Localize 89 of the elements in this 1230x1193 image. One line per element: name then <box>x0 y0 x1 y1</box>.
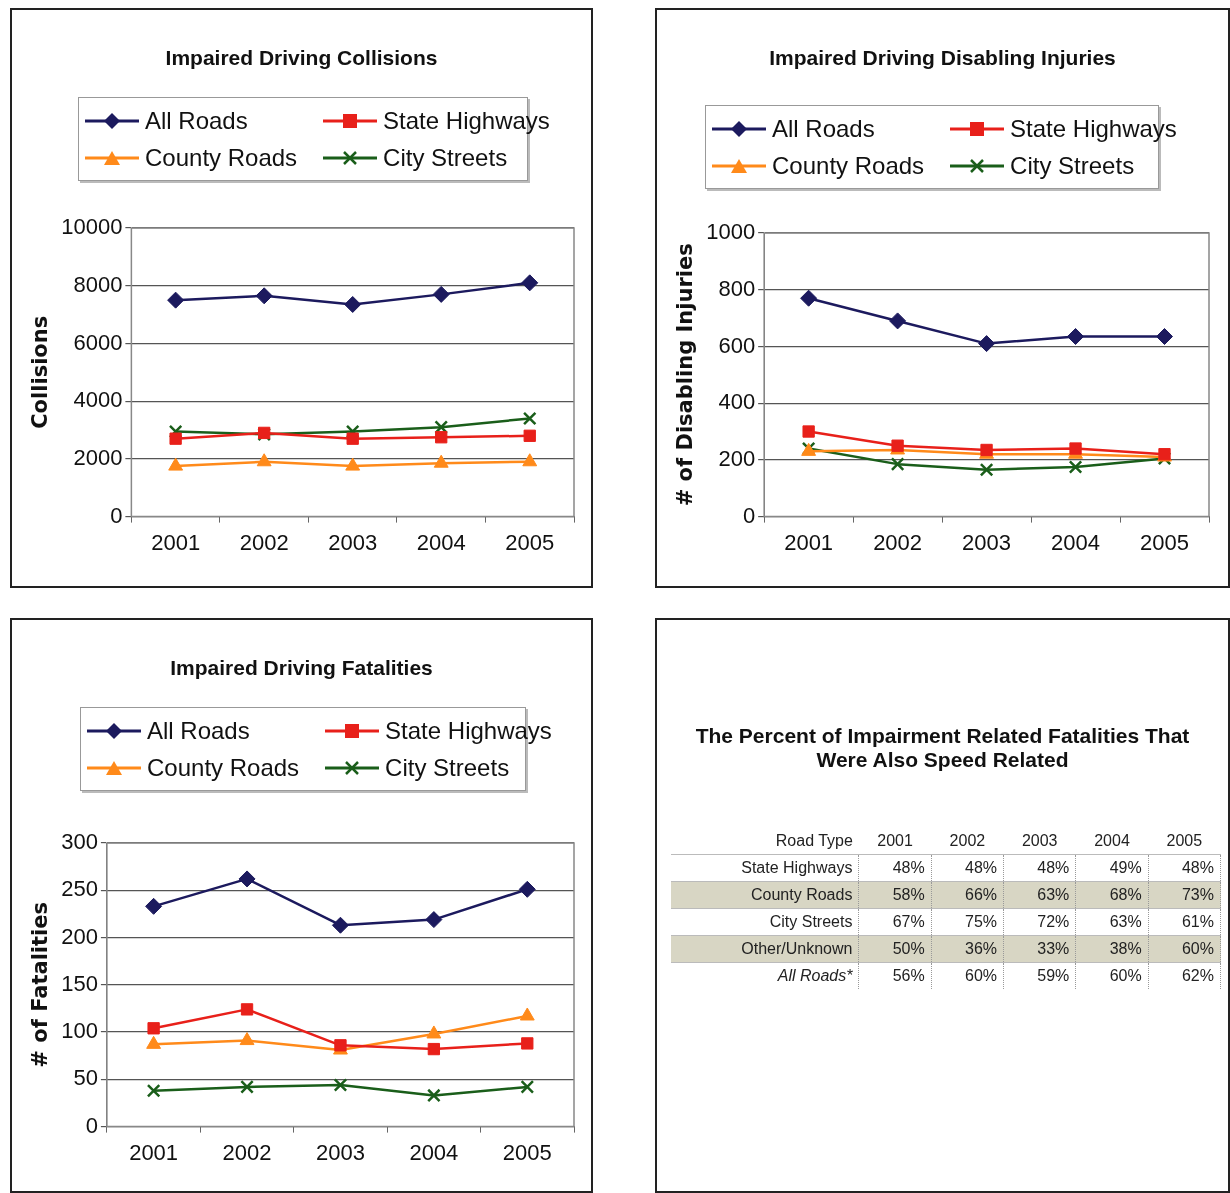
legend-label: State Highways <box>383 106 550 135</box>
y-tick-label: 8000 <box>73 271 123 297</box>
data-label: 62% <box>1148 962 1221 989</box>
data-label: 63% <box>1003 881 1076 909</box>
y-tick-label: 0 <box>85 1112 98 1138</box>
data-label: 58% <box>858 881 932 909</box>
legend-label: All Roads <box>147 716 250 745</box>
legend-label: All Roads <box>145 106 248 135</box>
data-label: 60% <box>931 962 1004 989</box>
x-tick-label: 2004 <box>1093 831 1131 851</box>
data-label: 50% <box>858 935 932 963</box>
data-label: 59% <box>1003 962 1076 989</box>
y-tick-label: 50 <box>73 1065 98 1091</box>
chart-title: The Percent of Impairment Related Fatalities That Were Also Speed Related <box>694 724 1191 772</box>
x-tick-label: 2005 <box>502 1139 552 1165</box>
y-tick-label: 200 <box>718 445 756 471</box>
data-label: 60% <box>1075 962 1149 989</box>
data-label: 73% <box>1148 881 1221 909</box>
legend-label: State Highways <box>1010 114 1177 143</box>
x-tick-label: 2001 <box>876 831 914 851</box>
y-axis-title: # of Fatalities <box>28 901 53 1068</box>
x-tick-label: 2004 <box>1051 529 1101 555</box>
y-tick-label: 250 <box>61 876 98 902</box>
y-tick-label: 2000 <box>73 444 123 470</box>
data-label: 72% <box>1003 908 1076 936</box>
x-tick-label: 2003 <box>1020 831 1059 851</box>
data-label: 48% <box>931 854 1004 882</box>
legend-label: City Streets <box>1010 151 1135 180</box>
legend-label: State Highways <box>385 716 552 745</box>
x-tick-label: 2003 <box>315 1139 365 1165</box>
y-tick-label: 0 <box>742 502 756 528</box>
x-tick-label: 2001 <box>129 1139 179 1165</box>
x-tick-label: 2002 <box>948 831 987 851</box>
y-tick-label: County Roads <box>671 881 859 909</box>
y-tick-label: 150 <box>61 970 98 996</box>
data-label: 60% <box>1148 935 1221 963</box>
data-label: 67% <box>858 908 932 936</box>
x-tick-label: 2005 <box>505 529 555 555</box>
chart-title: Impaired Driving Collisions <box>164 46 439 70</box>
data-label: 49% <box>1075 854 1149 882</box>
data-label: 63% <box>1075 908 1149 936</box>
data-label: 75% <box>931 908 1004 936</box>
data-label: 56% <box>858 962 932 989</box>
chart-title: Impaired Driving Fatalities <box>169 656 434 680</box>
legend-label: County Roads <box>147 753 300 782</box>
y-tick-label: 4000 <box>73 387 123 413</box>
x-tick-label: 2004 <box>416 529 466 555</box>
y-axis-title: Road Type <box>774 831 854 851</box>
x-tick-label: 2001 <box>151 529 201 555</box>
data-label: 48% <box>1003 854 1076 882</box>
legend-label: County Roads <box>145 143 298 172</box>
y-tick-label: All Roads* <box>671 962 859 989</box>
y-tick-label: 100 <box>61 1018 98 1044</box>
data-label: 61% <box>1148 908 1221 936</box>
x-tick-label: 2003 <box>962 529 1012 555</box>
y-axis-title: # of Disabling Injuries <box>673 243 698 507</box>
data-label: 48% <box>858 854 932 882</box>
y-axis-title: Collisions <box>28 315 53 429</box>
y-tick-label: City Streets <box>671 908 859 936</box>
x-tick-label: 2002 <box>222 1139 272 1165</box>
data-label: 48% <box>1148 854 1221 882</box>
data-label: 66% <box>931 881 1004 909</box>
y-tick-label: 800 <box>718 275 756 301</box>
x-tick-label: 2002 <box>873 529 923 555</box>
y-tick-label: 600 <box>718 332 756 358</box>
data-label: 33% <box>1003 935 1076 963</box>
y-tick-label: 10000 <box>61 214 123 240</box>
data-label: 68% <box>1075 881 1149 909</box>
y-tick-label: 0 <box>110 502 123 528</box>
legend-label: County Roads <box>772 151 925 180</box>
chart-title: Impaired Driving Disabling Injuries <box>768 46 1117 70</box>
x-tick-label: 2002 <box>239 529 289 555</box>
y-tick-label: Other/Unknown <box>671 935 859 963</box>
x-tick-label: 2004 <box>409 1139 459 1165</box>
x-tick-label: 2005 <box>1165 831 1204 851</box>
y-tick-label: 300 <box>61 829 98 855</box>
data-label: 36% <box>931 935 1004 963</box>
y-tick-label: State Highways <box>671 854 859 882</box>
x-tick-label: 2005 <box>1140 529 1189 555</box>
y-tick-label: 6000 <box>73 329 123 355</box>
legend-label: City Streets <box>385 753 510 782</box>
x-tick-label: 2003 <box>328 529 378 555</box>
x-tick-label: 2001 <box>784 529 834 555</box>
y-tick-label: 200 <box>61 923 98 949</box>
legend-label: All Roads <box>772 114 875 143</box>
data-label: 38% <box>1075 935 1149 963</box>
y-tick-label: 400 <box>718 389 756 415</box>
legend-label: City Streets <box>383 143 508 172</box>
y-tick-label: 1000 <box>706 219 756 245</box>
